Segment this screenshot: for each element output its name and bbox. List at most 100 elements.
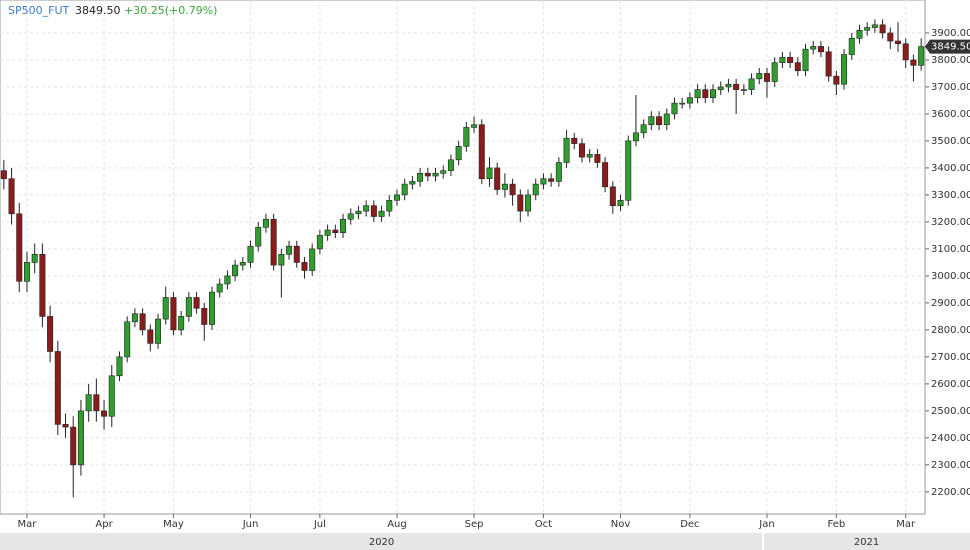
candle-body bbox=[833, 75, 840, 85]
candle-body bbox=[779, 56, 786, 63]
candle-body bbox=[856, 29, 863, 39]
y-tick-label: 2200.00 bbox=[931, 487, 970, 498]
candle-body bbox=[417, 173, 424, 182]
candle-body bbox=[548, 178, 555, 182]
candle-body bbox=[378, 210, 385, 217]
candle-body bbox=[717, 86, 724, 90]
candle-body bbox=[663, 113, 670, 126]
candle-body bbox=[586, 154, 593, 158]
candle-body bbox=[224, 275, 231, 285]
candle-body bbox=[648, 116, 655, 126]
candle-body bbox=[640, 124, 647, 134]
year-label: 2021 bbox=[854, 537, 879, 548]
candle-body bbox=[825, 51, 832, 77]
y-tick-label: 2700.00 bbox=[931, 352, 970, 363]
candle-body bbox=[902, 43, 909, 61]
candle-body bbox=[39, 254, 46, 317]
candle-body bbox=[471, 124, 478, 128]
candle-body bbox=[571, 137, 578, 144]
y-tick-label: 2800.00 bbox=[931, 325, 970, 336]
candle-body bbox=[278, 254, 285, 266]
candle-body bbox=[170, 297, 177, 331]
candle-body bbox=[864, 27, 871, 31]
candle-body bbox=[324, 229, 331, 236]
candle-body bbox=[232, 264, 239, 277]
y-tick-label: 3700.00 bbox=[931, 82, 970, 93]
candle-body bbox=[185, 297, 192, 317]
candle-body bbox=[771, 62, 778, 82]
candle-body bbox=[509, 183, 516, 196]
candle-body bbox=[0, 170, 7, 180]
y-tick-label: 3300.00 bbox=[931, 190, 970, 201]
candle-body bbox=[393, 194, 400, 201]
plot-area bbox=[0, 0, 926, 515]
candle-body bbox=[201, 307, 208, 325]
candle-body bbox=[355, 210, 362, 215]
candle-body bbox=[602, 162, 609, 188]
candle-body bbox=[409, 181, 416, 185]
candle-body bbox=[563, 137, 570, 163]
symbol: SP500_FUT bbox=[8, 4, 69, 17]
x-tick-label: Mar bbox=[18, 519, 38, 530]
candle-body bbox=[101, 410, 108, 417]
candle-body bbox=[193, 297, 200, 309]
candle-body bbox=[424, 173, 431, 177]
candle-body bbox=[725, 83, 732, 88]
candle-body bbox=[447, 159, 454, 171]
candle-body bbox=[879, 24, 886, 34]
x-tick-label: Jun bbox=[242, 519, 259, 530]
price-tag-label: 3849.50 bbox=[931, 42, 970, 53]
candle-body bbox=[432, 173, 439, 177]
x-tick-label: Jan bbox=[758, 519, 774, 530]
candle-body bbox=[286, 245, 293, 255]
candle-body bbox=[440, 170, 447, 174]
candle-body bbox=[733, 83, 740, 90]
candle-body bbox=[262, 218, 269, 228]
x-tick-label: Jul bbox=[313, 519, 326, 530]
candle-body bbox=[848, 38, 855, 55]
candle-body bbox=[871, 24, 878, 28]
candle-body bbox=[370, 205, 377, 217]
candle-body bbox=[540, 178, 547, 185]
candle-body bbox=[501, 183, 508, 190]
candle-body bbox=[463, 127, 470, 147]
candle-body bbox=[578, 143, 585, 158]
y-tick-label: 3600.00 bbox=[931, 109, 970, 120]
candle-body bbox=[455, 146, 462, 161]
year-band bbox=[0, 533, 970, 550]
candle-body bbox=[817, 46, 824, 53]
candle-body bbox=[70, 426, 77, 466]
candle-body bbox=[756, 73, 763, 80]
candle-body bbox=[517, 194, 524, 212]
candle-body bbox=[16, 213, 23, 282]
candle-body bbox=[532, 183, 539, 196]
candle-body bbox=[478, 124, 485, 180]
candle-body bbox=[316, 235, 323, 250]
candle-body bbox=[108, 375, 115, 417]
candle-body bbox=[686, 97, 693, 104]
candle-body bbox=[332, 229, 339, 234]
candle-body bbox=[239, 262, 246, 266]
candle-body bbox=[301, 262, 308, 271]
candle-body bbox=[625, 140, 632, 201]
candle-body bbox=[887, 32, 894, 42]
candle-body bbox=[763, 73, 770, 82]
candle-body bbox=[386, 200, 393, 212]
candle-body bbox=[632, 132, 639, 142]
y-tick-label: 3900.00 bbox=[931, 28, 970, 39]
candle-body bbox=[609, 186, 616, 207]
y-tick-label: 3100.00 bbox=[931, 244, 970, 255]
candle-body bbox=[93, 394, 100, 412]
candle-body bbox=[525, 194, 532, 212]
candle-body bbox=[247, 245, 254, 263]
price-tag bbox=[925, 39, 970, 54]
candle-body bbox=[85, 394, 92, 412]
x-tick-label: Feb bbox=[827, 519, 845, 530]
candle-body bbox=[8, 178, 15, 215]
candle-body bbox=[895, 40, 902, 45]
candle-body bbox=[679, 102, 686, 105]
candle-body bbox=[155, 318, 162, 344]
candle-body bbox=[77, 410, 84, 466]
